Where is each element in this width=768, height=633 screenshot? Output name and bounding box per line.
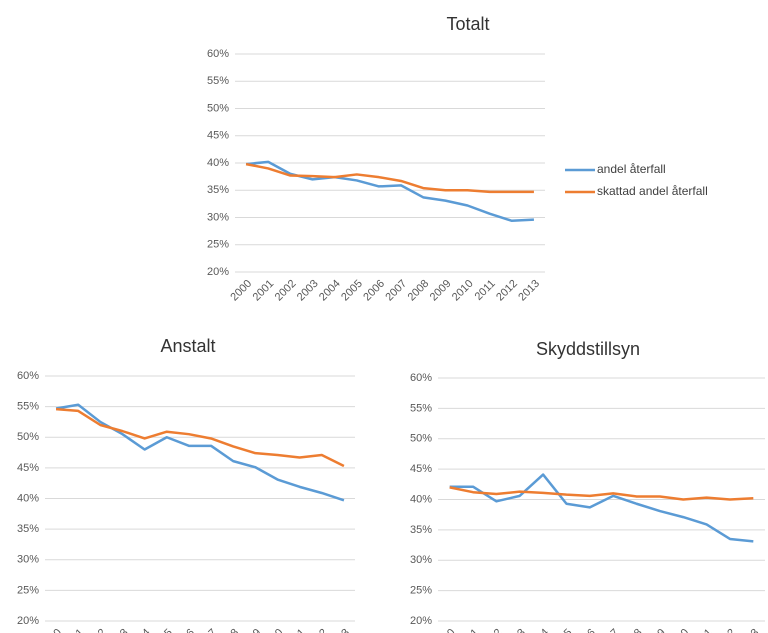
y-tick-label: 60%: [410, 372, 432, 384]
x-tick-label: 2003: [295, 278, 321, 304]
x-tick-label: 2010: [260, 627, 286, 633]
x-tick-label: 2009: [428, 278, 454, 304]
x-tick-label: 2001: [251, 278, 277, 304]
x-tick-label: 2001: [61, 627, 87, 633]
y-tick-label: 25%: [207, 239, 229, 251]
x-tick-label: 2004: [317, 278, 343, 304]
y-tick-label: 60%: [17, 370, 39, 382]
y-tick-label: 40%: [17, 492, 39, 504]
x-tick-label: 2011: [690, 627, 715, 633]
x-tick-label: 2013: [516, 278, 542, 304]
y-tick-label: 55%: [17, 401, 39, 413]
x-tick-label: 2007: [383, 278, 409, 304]
y-tick-label: 55%: [410, 402, 432, 414]
x-tick-label: 2012: [304, 627, 330, 633]
x-tick-label: 2000: [38, 627, 64, 633]
x-tick-label: 2013: [326, 627, 352, 633]
y-tick-label: 30%: [410, 554, 432, 566]
series-line: [55, 403, 345, 502]
y-tick-label: 40%: [207, 157, 229, 169]
series-line: [449, 486, 754, 501]
x-tick-label: 2002: [83, 627, 109, 633]
x-tick-label: 2000: [228, 278, 254, 304]
chart-title: Anstalt: [160, 336, 215, 356]
x-tick-label: 2009: [238, 627, 264, 633]
y-tick-label: 45%: [207, 130, 229, 142]
y-tick-label: 40%: [410, 493, 432, 505]
y-tick-label: 50%: [207, 102, 229, 114]
x-tick-label: 2010: [666, 627, 692, 633]
x-tick-label: 2005: [149, 627, 175, 633]
x-tick-label: 2004: [525, 627, 551, 633]
x-tick-label: 2008: [619, 627, 645, 633]
x-tick-label: 2006: [572, 627, 598, 633]
y-tick-label: 45%: [410, 463, 432, 475]
series-line: [55, 407, 345, 468]
x-tick-label: 2000: [432, 627, 458, 633]
y-tick-label: 50%: [17, 431, 39, 443]
legend-label: skattad andel återfall: [597, 184, 708, 198]
x-tick-label: 2011: [473, 278, 498, 303]
x-tick-label: 2012: [712, 627, 738, 633]
x-tick-label: 2003: [502, 627, 528, 633]
x-tick-label: 2013: [736, 627, 762, 633]
x-tick-label: 2006: [171, 627, 197, 633]
y-tick-label: 35%: [207, 184, 229, 196]
x-tick-label: 2002: [479, 627, 505, 633]
x-tick-label: 2005: [549, 627, 575, 633]
y-tick-label: 30%: [17, 554, 39, 566]
x-tick-label: 2003: [105, 627, 131, 633]
legend-label: andel återfall: [597, 162, 666, 176]
x-tick-label: 2007: [596, 627, 622, 633]
series-line: [245, 162, 534, 194]
series-line: [449, 473, 754, 543]
x-tick-label: 2008: [216, 627, 242, 633]
x-tick-label: 2004: [127, 627, 153, 633]
x-tick-label: 2008: [406, 278, 432, 304]
y-tick-label: 30%: [207, 211, 229, 223]
x-tick-label: 2005: [339, 278, 365, 304]
y-tick-label: 50%: [410, 433, 432, 445]
chart-title: Totalt: [446, 14, 489, 34]
x-tick-label: 2010: [450, 278, 476, 304]
chart-title: Skyddstillsyn: [536, 339, 640, 359]
y-tick-label: 20%: [410, 615, 432, 627]
y-tick-label: 35%: [17, 523, 39, 535]
x-tick-label: 2009: [642, 627, 668, 633]
y-tick-label: 55%: [207, 75, 229, 87]
y-tick-label: 20%: [207, 266, 229, 278]
x-tick-label: 2002: [273, 278, 299, 304]
x-tick-label: 2006: [361, 278, 387, 304]
y-tick-label: 20%: [17, 615, 39, 627]
y-tick-label: 25%: [17, 584, 39, 596]
x-tick-label: 2011: [283, 627, 308, 633]
x-tick-label: 2012: [494, 278, 520, 304]
y-tick-label: 45%: [17, 462, 39, 474]
y-tick-label: 25%: [410, 585, 432, 597]
x-tick-label: 2001: [455, 627, 481, 633]
y-tick-label: 35%: [410, 524, 432, 536]
x-tick-label: 2007: [193, 627, 219, 633]
y-tick-label: 60%: [207, 48, 229, 60]
